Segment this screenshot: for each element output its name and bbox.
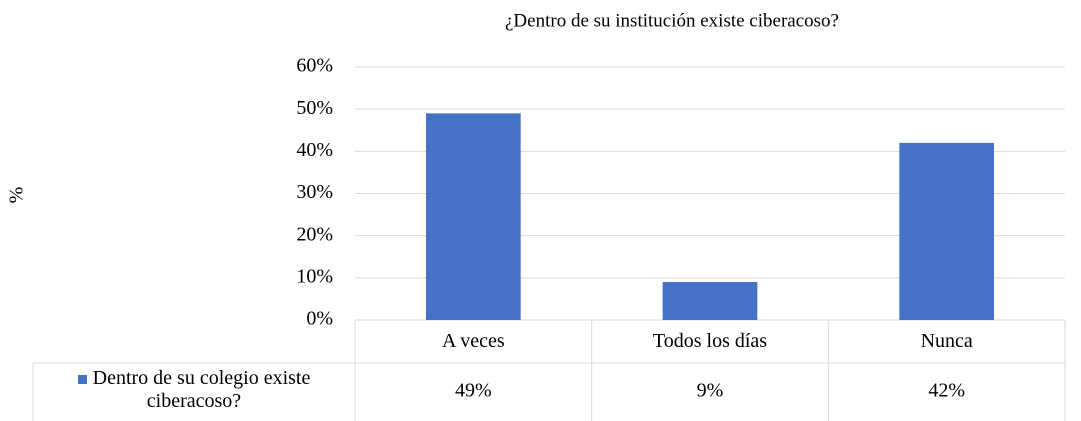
y-axis-label: % (6, 187, 28, 204)
x-tick-label: A veces (442, 330, 505, 352)
legend-text: Dentro de su colegio existe ciberacoso? (92, 367, 311, 412)
legend-swatch (77, 374, 87, 384)
y-tick-label: 50% (296, 97, 333, 119)
y-tick-label: 40% (296, 139, 333, 161)
y-tick-label: 60% (296, 55, 333, 77)
table-value: 9% (697, 380, 724, 402)
bar (899, 142, 994, 320)
y-tick-label: 0% (306, 308, 333, 330)
y-tick-label: 30% (296, 181, 333, 203)
chart-title: ¿Dentro de su institución existe ciberac… (505, 10, 839, 31)
y-tick-label: 20% (296, 223, 333, 245)
y-tick-label: 10% (296, 265, 333, 287)
bar (662, 282, 758, 320)
legend-label: Dentro de su colegio existe ciberacoso? (37, 367, 351, 413)
legend-entry: Dentro de su colegio existe ciberacoso? (37, 367, 351, 413)
x-tick-label: Nunca (921, 330, 973, 352)
table-value: 49% (455, 380, 492, 402)
x-tick-label: Todos los días (653, 330, 767, 352)
bar (426, 113, 521, 320)
table-value: 42% (928, 380, 965, 402)
